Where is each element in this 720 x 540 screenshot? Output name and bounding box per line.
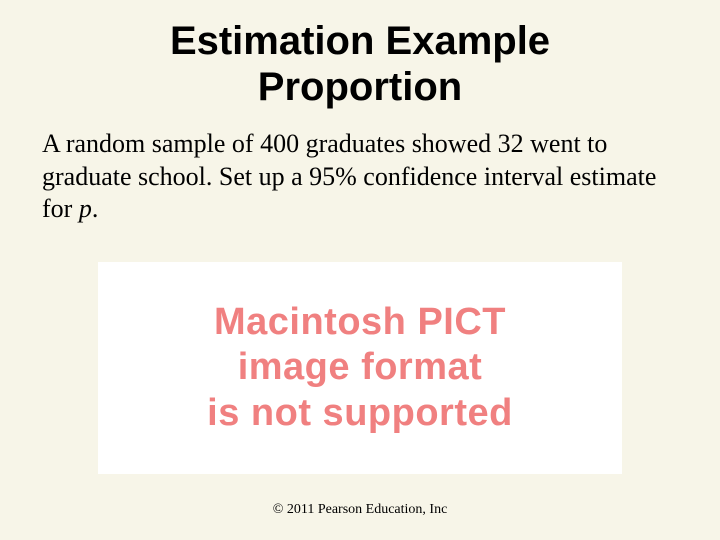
image-placeholder: Macintosh PICT image format is not suppo… — [98, 262, 622, 474]
title-line-1: Estimation Example — [170, 19, 550, 63]
placeholder-line-1: Macintosh PICT — [214, 301, 506, 343]
copyright-footer: © 2011 Pearson Education, Inc — [0, 502, 720, 518]
title-line-2: Proportion — [258, 65, 462, 109]
copyright-text: © 2011 Pearson Education, Inc — [273, 502, 448, 517]
slide-title: Estimation Example Proportion — [0, 0, 720, 110]
body-text-main: A random sample of 400 graduates showed … — [42, 129, 656, 223]
body-variable-p: p — [79, 194, 92, 223]
body-text-end: . — [92, 194, 99, 223]
body-paragraph: A random sample of 400 graduates showed … — [0, 110, 720, 226]
placeholder-line-3: is not supported — [207, 392, 513, 434]
placeholder-line-2: image format — [238, 346, 483, 388]
placeholder-message: Macintosh PICT image format is not suppo… — [207, 300, 513, 437]
